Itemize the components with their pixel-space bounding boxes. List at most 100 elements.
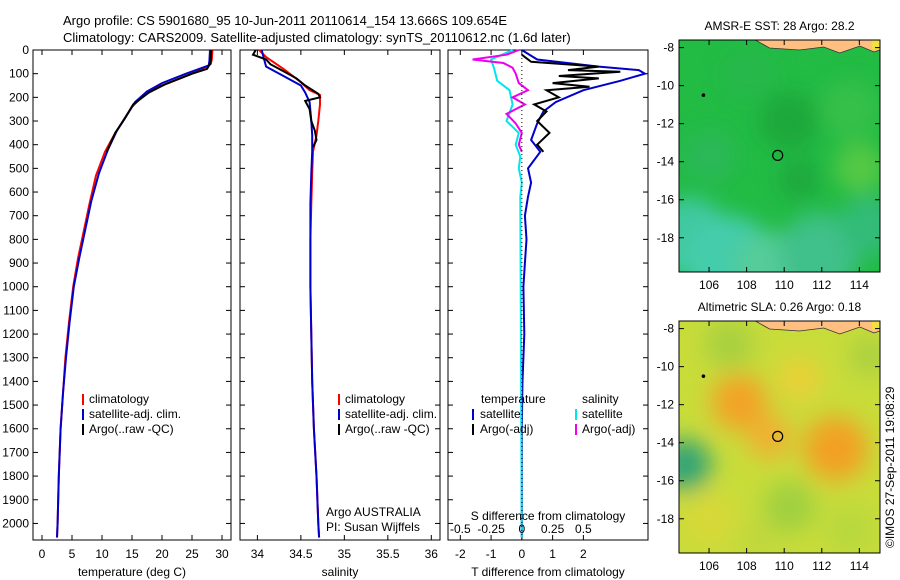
field-blob bbox=[724, 49, 775, 100]
x-tick-label: 5 bbox=[69, 547, 76, 561]
page-title: Argo profile: CS 5901680_95 10-Jun-2011 … bbox=[63, 13, 508, 28]
field-blob bbox=[679, 438, 712, 491]
sst_map: 106 108 110 112 114 -8 -10 -12 -14 -16 -18 AMSR-E S… bbox=[657, 19, 881, 292]
s-tick-label: -0.5 bbox=[450, 522, 471, 536]
x-tick-label: 114 bbox=[850, 559, 869, 573]
series-line-s-argo-adj- bbox=[472, 49, 530, 153]
map-field bbox=[679, 321, 880, 553]
panel-temperature: 0 5 10 15 20 25 300100200300400500600700800900… bbox=[2, 43, 232, 579]
x-tick-label: 36 bbox=[425, 547, 439, 561]
x-tick-label: 35.5 bbox=[376, 547, 400, 561]
y-tick-label: 200 bbox=[9, 90, 29, 104]
field-blob bbox=[763, 480, 816, 533]
x-tick-label: 20 bbox=[155, 547, 169, 561]
legend-label: satellite bbox=[480, 407, 521, 421]
x-tick-label: -1 bbox=[486, 547, 497, 561]
y-tick-label: 300 bbox=[9, 114, 29, 128]
legend-label: Argo(..raw -QC) bbox=[345, 422, 430, 436]
pi-label: PI: Susan Wijffels bbox=[326, 520, 420, 534]
plot-frame bbox=[447, 49, 649, 541]
legend-label: Argo(-adj) bbox=[480, 422, 533, 436]
field-blob bbox=[737, 519, 782, 553]
field-blob bbox=[779, 159, 820, 200]
series-line-t-argo-adj- bbox=[521, 53, 621, 153]
land-shape bbox=[871, 321, 880, 330]
field-blob bbox=[759, 91, 820, 152]
map-field bbox=[679, 40, 880, 272]
field-blob bbox=[704, 321, 755, 370]
x-tick-label: 34.5 bbox=[289, 547, 313, 561]
field-blobs bbox=[679, 49, 880, 272]
y-tick-label: 400 bbox=[9, 138, 29, 152]
page-subtitle: Climatology: CARS2009. Satellite-adjuste… bbox=[63, 30, 571, 45]
field-blob bbox=[849, 335, 880, 376]
series-line-climatology bbox=[56, 49, 214, 538]
s-axis-label: S difference from climatology bbox=[471, 509, 626, 523]
x-tick-label: 30 bbox=[215, 547, 229, 561]
s-tick-label: 0 bbox=[519, 522, 526, 536]
y-tick-label: 1200 bbox=[2, 327, 29, 341]
legend-label: Argo(..raw -QC) bbox=[89, 422, 174, 436]
argo-location-marker bbox=[772, 430, 784, 442]
field-blob bbox=[711, 374, 768, 431]
legend-label: climatology bbox=[89, 392, 149, 406]
x-tick-label: 10 bbox=[95, 547, 109, 561]
x-axis-label: T difference from climatology bbox=[471, 565, 625, 579]
legend-label: satellite-adj. clim. bbox=[345, 407, 437, 421]
sla_map: 106 108 110 112 114 -8 -10 -12 -14 -16 -18 Altimetr… bbox=[657, 300, 881, 573]
x-tick-label: 34 bbox=[251, 547, 265, 561]
x-tick-label: 110 bbox=[775, 278, 794, 292]
island-dot bbox=[701, 374, 706, 378]
s-tick-label: 0.25 bbox=[541, 522, 565, 536]
y-tick-label: -8 bbox=[663, 41, 674, 55]
field-blob bbox=[834, 142, 880, 193]
x-tick-label: 112 bbox=[812, 559, 831, 573]
legend-title: salinity bbox=[582, 392, 619, 406]
map-frame bbox=[678, 320, 881, 554]
field-blobs bbox=[679, 321, 880, 553]
y-tick-label: -10 bbox=[657, 79, 675, 93]
x-tick-label: 106 bbox=[699, 559, 719, 573]
y-tick-label: 1400 bbox=[2, 374, 29, 388]
panel-difference: T difference from climatology bbox=[447, 49, 649, 579]
field-blob bbox=[825, 505, 874, 553]
y-tick-label: 1000 bbox=[2, 280, 29, 294]
land-shape bbox=[871, 40, 880, 49]
x-tick-label: 2 bbox=[580, 547, 587, 561]
y-tick-label: 1600 bbox=[2, 422, 29, 436]
series-line-t-satellite bbox=[520, 49, 648, 538]
legend-label: climatology bbox=[345, 392, 405, 406]
land-shape bbox=[754, 40, 880, 54]
y-tick-label: 600 bbox=[9, 185, 29, 199]
y-tick-label: 800 bbox=[9, 232, 29, 246]
land-shape bbox=[754, 321, 880, 335]
y-tick-label: -18 bbox=[657, 512, 675, 526]
x-tick-label: 0 bbox=[519, 547, 526, 561]
plot-frame bbox=[239, 49, 441, 541]
x-tick-label: 1 bbox=[549, 547, 556, 561]
y-tick-label: -12 bbox=[657, 117, 675, 131]
x-tick-label: 35 bbox=[338, 547, 352, 561]
series-line-s-satellite bbox=[489, 49, 523, 538]
y-tick-label: 100 bbox=[9, 67, 29, 81]
x-axis-label: salinity bbox=[322, 565, 359, 579]
x-tick-label: 112 bbox=[812, 278, 831, 292]
legend-label: Argo(-adj) bbox=[582, 422, 635, 436]
y-tick-label: 1700 bbox=[2, 445, 29, 459]
map-frame bbox=[678, 39, 881, 273]
field-blob bbox=[683, 492, 736, 545]
field-blob bbox=[819, 79, 880, 140]
y-tick-label: 700 bbox=[9, 209, 29, 223]
x-tick-label: 25 bbox=[185, 547, 199, 561]
island-dot bbox=[701, 93, 706, 97]
y-tick-label: 1300 bbox=[2, 351, 29, 365]
y-tick-label: -12 bbox=[657, 398, 675, 412]
y-tick-label: -18 bbox=[657, 231, 675, 245]
map-title: Altimetric SLA: 0.26 Argo: 0.18 bbox=[698, 300, 862, 314]
credit-label: ©IMOS 27-Sep-2011 19:08:29 bbox=[883, 386, 897, 548]
field-blob bbox=[684, 131, 735, 181]
y-tick-label: 500 bbox=[9, 161, 29, 175]
s-tick-label: -0.25 bbox=[477, 522, 505, 536]
x-axis-label: temperature (deg C) bbox=[78, 565, 186, 579]
